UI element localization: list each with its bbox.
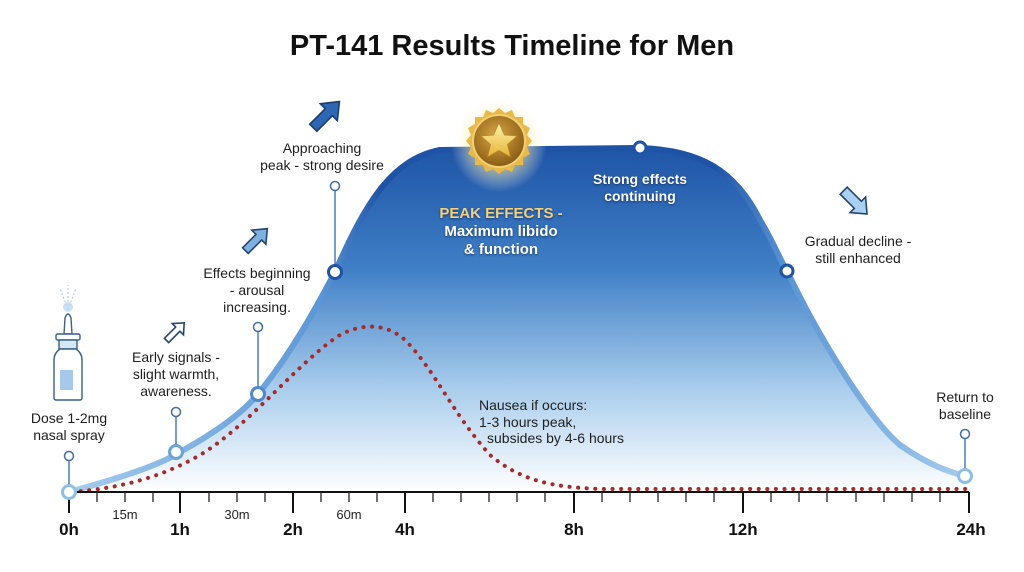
marker-top-circles: [63, 180, 971, 462]
label-continuing-line1: Strong effects: [592, 171, 688, 187]
label-approaching-line2: peak - strong desire: [260, 157, 384, 173]
label-peak-line1: PEAK EFFECTS -: [439, 205, 563, 222]
label-dose-line2: nasal spray: [33, 427, 105, 443]
tick-label-2h: 2h: [283, 520, 303, 539]
tick-label-8h: 8h: [564, 520, 584, 539]
tick-label-15m: 15m: [112, 507, 138, 522]
label-decline-line2: still enhanced: [815, 250, 901, 266]
label-beginning-line2: - arousal: [229, 282, 285, 298]
nasal-spray-icon: [53, 285, 83, 401]
arrow-up-small-icon: [163, 321, 186, 344]
label-strong-effects: Strong effects continuing: [570, 171, 710, 205]
curve-markers: [61, 140, 973, 500]
arrow-up-medium-icon: [241, 227, 269, 255]
label-nausea-line3: subsides by 4-6 hours: [487, 430, 624, 446]
label-early-line3: awareness.: [140, 383, 212, 399]
major-ticks: [68, 492, 970, 513]
chart-title: PT-141 Results Timeline for Men: [289, 30, 735, 62]
label-beginning-line1: Effects beginning: [203, 265, 311, 281]
label-dose-line1: Dose 1-2mg: [30, 410, 108, 426]
label-approaching-peak: Approaching peak - strong desire: [240, 140, 404, 174]
label-gradual-decline: Gradual decline - still enhanced: [788, 233, 928, 267]
label-early-line2: slight warmth,: [132, 366, 220, 382]
label-return-baseline: Return to baseline: [918, 389, 1012, 423]
label-beginning-line3: increasing.: [223, 299, 291, 315]
label-peak-line2: Maximum libido: [444, 223, 558, 240]
label-dose: Dose 1-2mg nasal spray: [14, 410, 124, 444]
label-nausea: Nausea if occurs: 1-3 hours peak, subsid…: [479, 397, 624, 447]
tick-label-30m: 30m: [224, 507, 250, 522]
label-peak-effects: PEAK EFFECTS - Maximum libido & function: [416, 205, 586, 259]
tick-label-1h: 1h: [170, 520, 190, 539]
label-approaching-line1: Approaching: [282, 140, 362, 156]
tick-label-60m: 60m: [336, 507, 362, 522]
label-nausea-line2: 1-3 hours peak,: [479, 413, 577, 430]
label-effects-beginning: Effects beginning - arousal increasing.: [191, 265, 323, 316]
tick-label-0h: 0h: [59, 520, 79, 539]
star-badge-icon: [451, 96, 547, 192]
arrow-up-large-icon: [308, 100, 341, 133]
nausea-curve: [70, 324, 971, 494]
label-early-line1: Early signals -: [132, 349, 220, 365]
label-continuing-line2: continuing: [604, 188, 676, 204]
tick-label-24h: 24h: [956, 520, 986, 539]
minor-ticks: [96, 492, 941, 502]
label-nausea-line1: Nausea if occurs:: [479, 397, 588, 413]
label-peak-line3: & function: [463, 241, 539, 258]
arrow-down-icon: [839, 186, 868, 215]
label-baseline-line2: baseline: [938, 406, 992, 422]
tick-label-12h: 12h: [728, 520, 758, 539]
label-early-signals: Early signals - slight warmth, awareness…: [116, 349, 236, 400]
effect-curve: [66, 144, 968, 495]
label-decline-line1: Gradual decline -: [804, 233, 912, 249]
effect-area: [69, 148, 969, 492]
tick-label-4h: 4h: [395, 520, 415, 539]
label-baseline-line1: Return to: [936, 389, 994, 405]
